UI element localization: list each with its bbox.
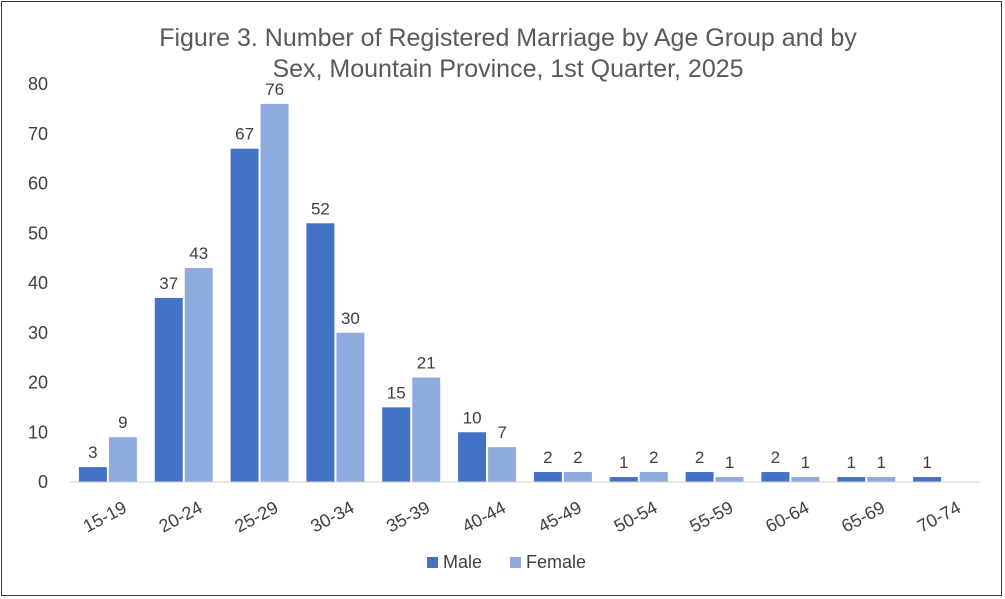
bar-male-25-29 [230,148,259,483]
bar-male-50-54 [609,477,638,482]
bar-female-55-59 [715,477,744,482]
bar-female-45-49 [563,472,592,482]
x-tick-label: 50-54 [611,497,661,536]
data-label-male-50-54: 1 [619,453,628,472]
bars [78,103,942,483]
data-label-female-50-54: 2 [649,448,658,467]
x-tick-label: 60-64 [762,497,812,536]
data-label-female-30-34: 30 [341,309,360,328]
data-label-male-65-69: 1 [847,453,856,472]
x-tick-label: 20-24 [156,497,206,536]
y-tick-label: 0 [38,472,48,492]
data-label-female-55-59: 1 [725,453,734,472]
bar-male-15-19 [78,467,107,482]
legend-swatch-female [510,557,521,568]
data-label-female-40-44: 7 [497,423,506,442]
data-label-male-40-44: 10 [463,408,482,427]
data-label-male-20-24: 37 [159,274,178,293]
y-tick-label: 60 [28,174,48,194]
data-label-female-45-49: 2 [573,448,582,467]
y-tick-label: 40 [28,273,48,293]
data-label-female-35-39: 21 [417,354,436,373]
bar-female-35-39 [412,377,441,482]
bar-female-65-69 [867,477,896,482]
chart-title-line1: Figure 3. Number of Registered Marriage … [159,24,857,52]
y-tick-label: 70 [28,124,48,144]
bar-male-30-34 [306,223,335,483]
bar-female-60-64 [791,477,820,482]
y-axis: 0 10 20 30 40 50 60 70 80 [28,74,48,492]
legend-label-male: Male [443,552,482,572]
bar-female-30-34 [336,332,365,482]
legend-swatch-male [427,557,438,568]
bar-male-35-39 [382,407,411,482]
bar-female-15-19 [108,437,137,482]
data-label-female-25-29: 76 [265,80,284,99]
data-label-female-60-64: 1 [801,453,810,472]
x-tick-label: 70-74 [914,497,964,536]
x-axis: 15-19 20-24 25-29 30-34 35-39 40-44 45-49 50-54… [80,497,964,536]
data-label-male-25-29: 67 [235,125,254,144]
data-label-male-45-49: 2 [543,448,552,467]
bar-male-60-64 [761,472,790,482]
data-label-male-35-39: 15 [387,383,406,402]
bar-male-20-24 [154,297,183,482]
data-label-female-65-69: 1 [877,453,886,472]
bar-male-70-74 [913,477,942,482]
bar-male-40-44 [458,432,487,482]
x-tick-label: 65-69 [838,497,888,536]
bar-female-20-24 [184,268,213,482]
x-tick-label: 55-59 [686,497,736,536]
bar-male-45-49 [533,472,562,482]
y-tick-label: 10 [28,422,48,442]
bar-female-25-29 [260,103,289,483]
x-tick-label: 25-29 [231,497,281,536]
data-label-male-15-19: 3 [88,443,97,462]
data-label-male-30-34: 52 [311,199,330,218]
data-label-male-55-59: 2 [695,448,704,467]
bar-male-55-59 [685,472,714,482]
y-tick-label: 50 [28,223,48,243]
legend-label-female: Female [526,552,586,572]
x-tick-label: 35-39 [383,497,433,536]
data-label-male-70-74: 1 [922,453,931,472]
data-label-female-20-24: 43 [189,244,208,263]
bar-female-50-54 [639,472,668,482]
legend: Male Female [427,552,586,572]
x-tick-label: 15-19 [80,497,130,536]
data-label-female-15-19: 9 [118,413,127,432]
x-tick-label: 40-44 [459,497,509,536]
y-tick-label: 20 [28,373,48,393]
x-tick-label: 45-49 [535,497,585,536]
bar-female-40-44 [488,447,517,482]
bar-male-65-69 [837,477,866,482]
y-tick-label: 30 [28,323,48,343]
y-tick-label: 80 [28,74,48,94]
x-tick-label: 30-34 [307,497,357,536]
chart-title-line2: Sex, Mountain Province, 1st Quarter, 202… [272,55,743,83]
data-label-male-60-64: 2 [771,448,780,467]
